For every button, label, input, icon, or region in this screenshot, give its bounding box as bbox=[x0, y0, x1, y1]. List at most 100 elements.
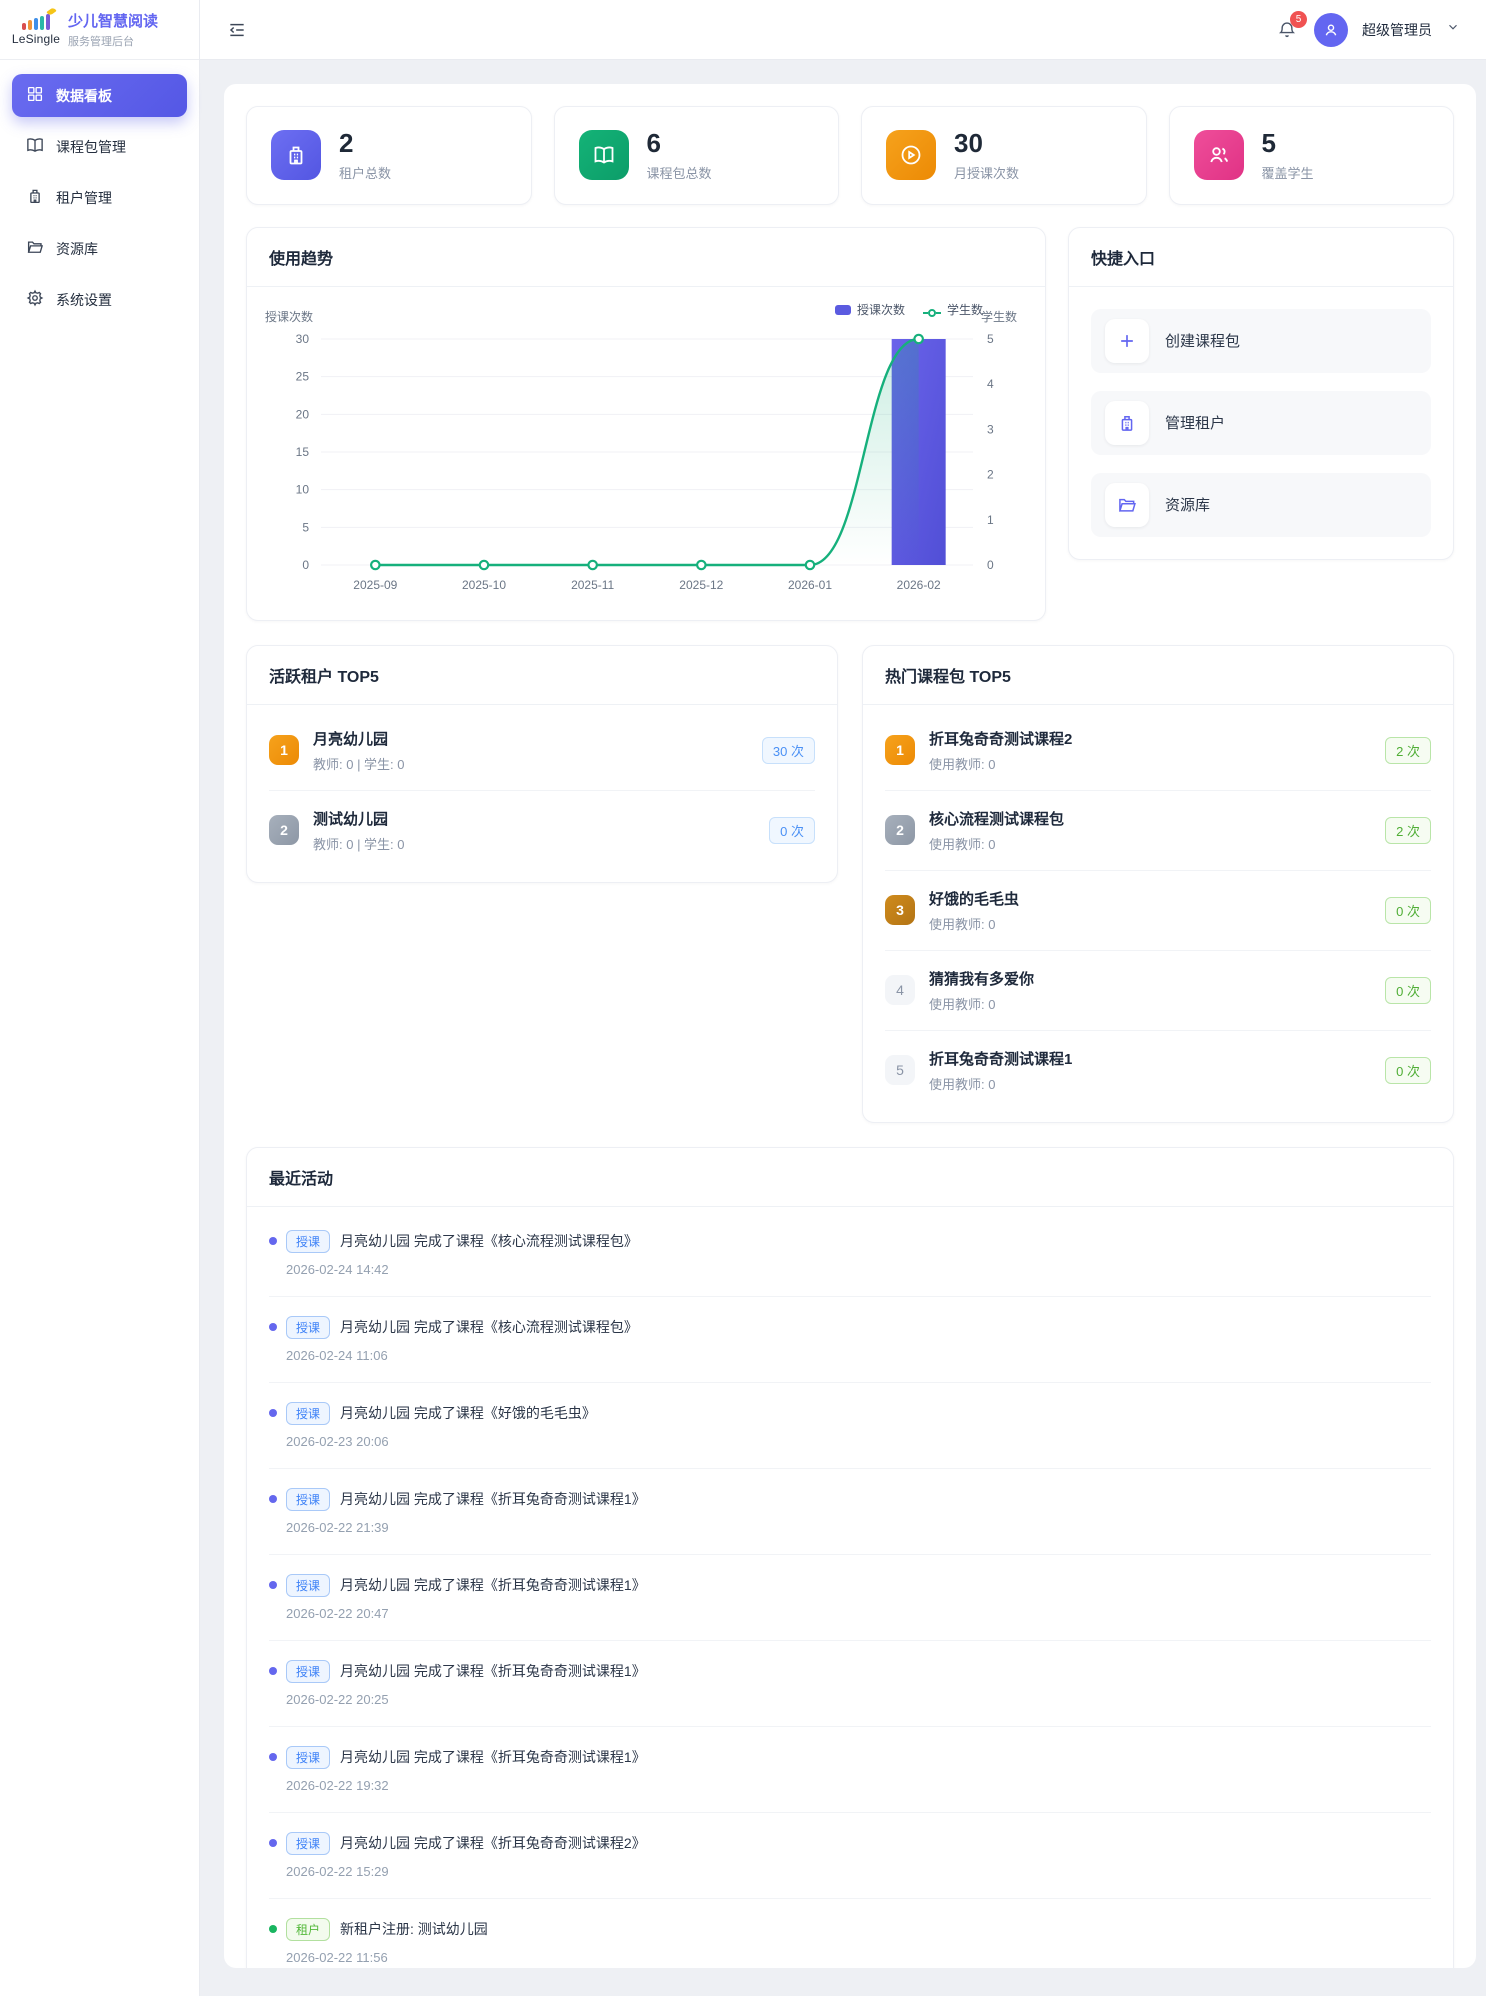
svg-text:15: 15 bbox=[296, 445, 310, 459]
activity-dot bbox=[269, 1752, 277, 1761]
usage-count-badge: 0 次 bbox=[1385, 896, 1431, 924]
svg-text:5: 5 bbox=[302, 520, 309, 534]
hot-packages-card: 热门课程包 TOP5 1 折耳兔奇奇测试课程2 使用教师: 0 2 次 2 核心流… bbox=[862, 644, 1454, 1123]
book-icon bbox=[26, 136, 44, 157]
activity-text: 月亮幼儿园 完成了课程《核心流程测试课程包》 bbox=[340, 1319, 638, 1336]
activity-item: 授课 月亮幼儿园 完成了课程《折耳兔奇奇测试课程1》 2026-02-22 21:3… bbox=[269, 1469, 1431, 1555]
stat-label: 覆盖学生 bbox=[1261, 165, 1314, 181]
sidebar-item-course-packages[interactable]: 课程包管理 bbox=[12, 125, 187, 168]
svg-text:5: 5 bbox=[987, 332, 994, 346]
logo-text: LeSingle bbox=[11, 31, 61, 46]
activity-item: 授课 月亮幼儿园 完成了课程《核心流程测试课程包》 2026-02-24 14:42 bbox=[269, 1211, 1431, 1297]
activity-time: 2026-02-24 11:06 bbox=[286, 1347, 388, 1363]
stat-value: 6 bbox=[646, 128, 661, 158]
svg-text:2025-11: 2025-11 bbox=[571, 578, 614, 592]
users-icon bbox=[1193, 130, 1244, 181]
avatar[interactable] bbox=[1314, 12, 1348, 47]
activity-item: 授课 月亮幼儿园 完成了课程《折耳兔奇奇测试课程1》 2026-02-22 20:4… bbox=[269, 1555, 1431, 1641]
stat-value: 5 bbox=[1261, 128, 1276, 158]
package-meta: 使用教师: 0 bbox=[929, 916, 996, 932]
activity-text: 月亮幼儿园 完成了课程《折耳兔奇奇测试课程1》 bbox=[340, 1663, 646, 1680]
activity-time: 2026-02-23 20:06 bbox=[286, 1433, 389, 1449]
package-meta: 使用教师: 0 bbox=[929, 996, 996, 1012]
rank-badge: 1 bbox=[269, 735, 299, 766]
notifications-button[interactable]: 5 bbox=[1274, 10, 1307, 43]
sidebar: LeSingle 少儿智慧阅读 服务管理后台 数据看板 课程包管理 租户管理 资… bbox=[0, 0, 200, 1996]
sidebar-item-settings[interactable]: 系统设置 bbox=[12, 278, 187, 321]
chart-legend: 授课次数 学生数 bbox=[834, 301, 983, 318]
building-icon bbox=[1105, 400, 1149, 445]
package-rank-row: 4 猜猜我有多爱你 使用教师: 0 0 次 bbox=[885, 951, 1431, 1031]
sidebar-item-label: 数据看板 bbox=[56, 87, 112, 104]
brand: LeSingle 少儿智慧阅读 服务管理后台 bbox=[0, 0, 199, 60]
svg-text:0: 0 bbox=[987, 558, 994, 572]
activity-item: 授课 月亮幼儿园 完成了课程《折耳兔奇奇测试课程1》 2026-02-22 20:2… bbox=[269, 1641, 1431, 1727]
sidebar-item-label: 租户管理 bbox=[56, 189, 112, 206]
svg-text:2025-12: 2025-12 bbox=[679, 578, 723, 592]
usage-trend-chart: 授课次数 学生数 0 5 10 15 20 25 30 0 1 2 3 4 5 授课次数 学生数 2025-0… bbox=[247, 287, 1045, 620]
card-title: 最近活动 bbox=[269, 1170, 334, 1188]
activity-dot bbox=[269, 1924, 277, 1933]
activity-text: 月亮幼儿园 完成了课程《好饿的毛毛虫》 bbox=[340, 1405, 596, 1422]
activity-text: 月亮幼儿园 完成了课程《折耳兔奇奇测试课程1》 bbox=[340, 1491, 646, 1508]
svg-text:2025-10: 2025-10 bbox=[462, 578, 506, 592]
dashboard-icon bbox=[26, 85, 44, 106]
activity-time: 2026-02-24 14:42 bbox=[286, 1261, 389, 1277]
book-icon bbox=[578, 130, 629, 181]
stat-card-monthly-lessons: 30 月授课次数 bbox=[861, 106, 1147, 205]
rank-badge: 4 bbox=[885, 975, 915, 1006]
svg-text:1: 1 bbox=[987, 512, 994, 526]
package-meta: 使用教师: 0 bbox=[929, 756, 996, 772]
rank-badge: 5 bbox=[885, 1055, 915, 1086]
play-circle-icon bbox=[886, 130, 936, 181]
building-icon bbox=[26, 187, 44, 208]
package-name: 折耳兔奇奇测试课程1 bbox=[929, 1050, 1073, 1068]
card-title: 使用趋势 bbox=[269, 250, 334, 268]
sidebar-item-dashboard[interactable]: 数据看板 bbox=[12, 74, 187, 117]
activity-dot bbox=[269, 1580, 277, 1589]
trend-chart-svg: 0 5 10 15 20 25 30 0 1 2 3 4 5 授课次数 学生数 2025-09 2025-10 2… bbox=[265, 309, 1017, 592]
activity-item: 授课 月亮幼儿园 完成了课程《折耳兔奇奇测试课程1》 2026-02-22 19:3… bbox=[269, 1727, 1431, 1813]
notification-badge: 5 bbox=[1290, 10, 1307, 28]
stat-value: 2 bbox=[339, 128, 354, 158]
svg-text:2026-02: 2026-02 bbox=[897, 578, 941, 592]
activity-item: 授课 月亮幼儿园 完成了课程《折耳兔奇奇测试课程2》 2026-02-22 15:2… bbox=[269, 1813, 1431, 1899]
user-name[interactable]: 超级管理员 bbox=[1362, 21, 1432, 38]
usage-count-badge: 30 次 bbox=[761, 736, 815, 764]
activity-tag: 授课 bbox=[286, 1401, 331, 1425]
tenant-rank-row: 2 测试幼儿园 教师: 0 | 学生: 0 0 次 bbox=[269, 791, 815, 870]
activity-item: 授课 月亮幼儿园 完成了课程《好饿的毛毛虫》 2026-02-23 20:06 bbox=[269, 1383, 1431, 1469]
sidebar-item-resources[interactable]: 资源库 bbox=[12, 227, 187, 270]
activity-text: 月亮幼儿园 完成了课程《核心流程测试课程包》 bbox=[340, 1233, 638, 1250]
sidebar-collapse-button[interactable] bbox=[224, 17, 250, 43]
package-rank-row: 1 折耳兔奇奇测试课程2 使用教师: 0 2 次 bbox=[885, 711, 1431, 791]
quick-entry-create-package[interactable]: 创建课程包 bbox=[1091, 308, 1431, 373]
line-swatch bbox=[922, 308, 941, 317]
sidebar-item-tenants[interactable]: 租户管理 bbox=[12, 176, 187, 219]
stat-cards-row: 2 租户总数 6 课程包总数 30 月授课次数 5 覆盖学生 bbox=[246, 106, 1454, 205]
svg-text:20: 20 bbox=[296, 407, 310, 421]
lesingle-logo-icon: LeSingle bbox=[11, 6, 61, 46]
card-title: 活跃租户 TOP5 bbox=[269, 668, 379, 686]
activity-tag: 授课 bbox=[286, 1315, 331, 1339]
quick-entry-resources[interactable]: 资源库 bbox=[1091, 472, 1431, 537]
usage-count-badge: 0 次 bbox=[1385, 1056, 1431, 1084]
usage-count-badge: 2 次 bbox=[1385, 816, 1431, 844]
dashboard-panel: 2 租户总数 6 课程包总数 30 月授课次数 5 覆盖学生 使用趋势 bbox=[224, 84, 1476, 1968]
bar-swatch bbox=[834, 304, 851, 315]
active-tenants-card: 活跃租户 TOP5 1 月亮幼儿园 教师: 0 | 学生: 0 30 次 2 测试… bbox=[246, 644, 838, 883]
activity-text: 月亮幼儿园 完成了课程《折耳兔奇奇测试课程2》 bbox=[340, 1835, 646, 1852]
tenant-name: 月亮幼儿园 bbox=[313, 730, 389, 748]
package-meta: 使用教师: 0 bbox=[929, 1076, 996, 1092]
tenant-rank-row: 1 月亮幼儿园 教师: 0 | 学生: 0 30 次 bbox=[269, 711, 815, 791]
folder-icon bbox=[1105, 482, 1149, 527]
svg-text:2026-01: 2026-01 bbox=[788, 578, 832, 592]
activity-time: 2026-02-22 15:29 bbox=[286, 1863, 389, 1879]
activity-text: 月亮幼儿园 完成了课程《折耳兔奇奇测试课程1》 bbox=[340, 1749, 646, 1766]
chevron-down-icon[interactable] bbox=[1446, 20, 1460, 39]
stat-card-students: 5 覆盖学生 bbox=[1168, 106, 1454, 205]
rank-badge: 1 bbox=[885, 735, 915, 766]
quick-entry-manage-tenants[interactable]: 管理租户 bbox=[1091, 390, 1431, 455]
usage-trend-card: 使用趋势 授课次数 学生数 0 5 10 15 20 25 30 0 1 2 3 4 5 授课次数 学生数 2… bbox=[246, 226, 1046, 621]
activity-dot bbox=[269, 1838, 277, 1847]
